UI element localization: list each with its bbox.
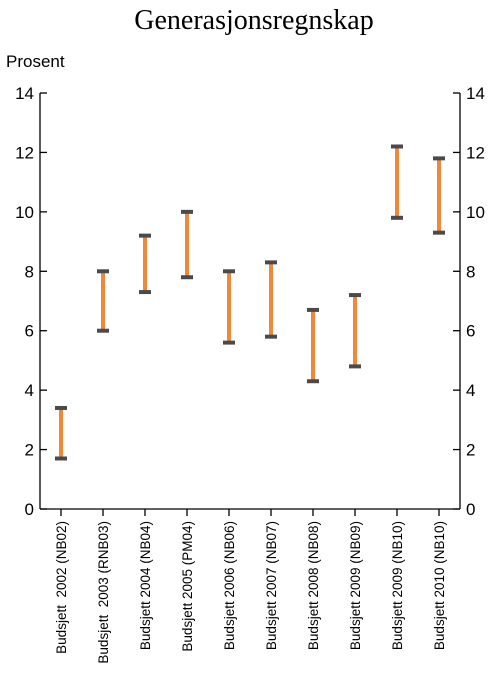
- y-axis-unit-label: Prosent: [6, 52, 65, 71]
- category-label: Budsjett 2003 (RNB03): [96, 521, 111, 664]
- range-bar-group: [181, 209, 193, 280]
- category-label: Budsjett 2005 (PM04): [180, 521, 195, 652]
- right-y-tick-label: 2: [466, 441, 475, 460]
- left-y-tick-label: 2: [25, 441, 34, 460]
- range-bar-group: [139, 233, 151, 295]
- left-y-tick-label: 6: [25, 322, 34, 341]
- left-y-tick-label: 14: [15, 84, 34, 103]
- right-y-tick-label: 6: [466, 322, 475, 341]
- range-bars: [55, 144, 445, 461]
- category-label: Budsjett 2002 (NB02): [54, 521, 69, 654]
- left-y-tick-label: 0: [25, 500, 34, 519]
- left-y-tick-label: 12: [15, 143, 34, 162]
- range-bar-group: [307, 307, 319, 384]
- range-bar-group: [349, 293, 361, 369]
- right-y-tick-label: 0: [466, 500, 475, 519]
- right-y-tick-label: 12: [466, 143, 485, 162]
- category-label: Budsjett 2009 (NB09): [348, 521, 363, 650]
- right-y-tick-label: 8: [466, 262, 475, 281]
- left-y-tick-label: 10: [15, 203, 34, 222]
- range-bar-group: [391, 144, 403, 220]
- category-label: Budsjett 2010 (NB10): [432, 521, 447, 650]
- category-label: Budsjett 2009 (NB10): [390, 521, 405, 650]
- left-y-tick-label: 4: [25, 381, 34, 400]
- category-label: Budsjett 2007 (NB07): [264, 521, 279, 650]
- right-y-tick-label: 14: [466, 84, 485, 103]
- range-bar-group: [433, 156, 445, 235]
- category-label: Budsjett 2004 (NB04): [138, 521, 153, 650]
- y-axis-ticks: 0 0 2 2 4 4 6 6 8 8 10 10 12 12 14 14: [15, 84, 485, 519]
- left-y-tick-label: 8: [25, 262, 34, 281]
- chart-title: Generasjonsregnskap: [134, 5, 373, 36]
- right-y-tick-label: 4: [466, 381, 475, 400]
- right-y-tick-label: 10: [466, 203, 485, 222]
- range-bar-group: [265, 260, 277, 339]
- range-bar-group: [55, 405, 67, 461]
- category-label: Budsjett 2006 (NB06): [222, 521, 237, 650]
- category-labels: Budsjett 2002 (NB02) Budsjett 2003 (RNB03…: [54, 521, 447, 664]
- category-label: Budsjett 2008 (NB08): [306, 521, 321, 650]
- chart-axes: [39, 93, 461, 510]
- range-bar-group: [223, 269, 235, 345]
- range-bar-group: [97, 269, 109, 333]
